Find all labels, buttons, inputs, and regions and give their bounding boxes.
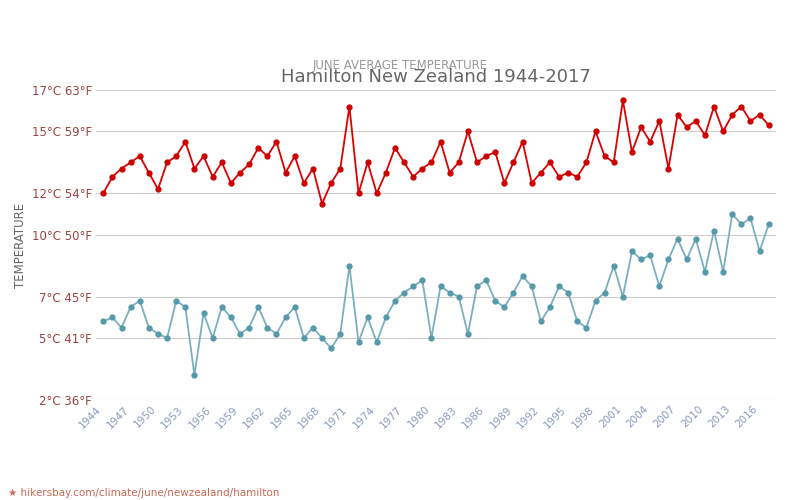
Y-axis label: TEMPERATURE: TEMPERATURE: [14, 202, 27, 288]
Text: ★ hikersbay.com/climate/june/newzealand/hamilton: ★ hikersbay.com/climate/june/newzealand/…: [8, 488, 279, 498]
Text: JUNE AVERAGE TEMPERATURE: JUNE AVERAGE TEMPERATURE: [313, 58, 487, 71]
Title: Hamilton New Zealand 1944-2017: Hamilton New Zealand 1944-2017: [281, 68, 591, 86]
